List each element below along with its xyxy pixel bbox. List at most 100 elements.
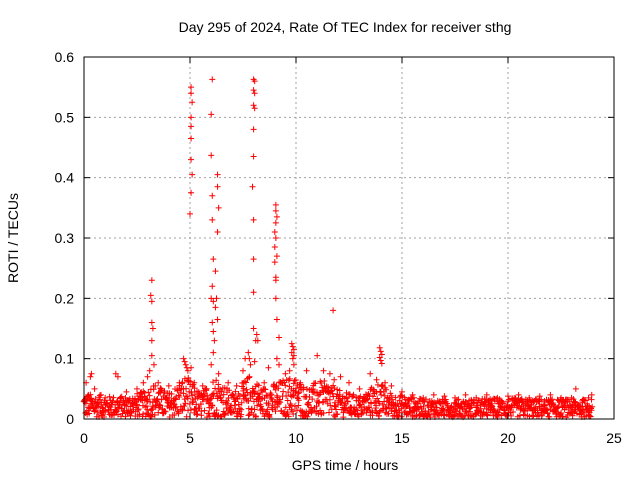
data-point-band — [334, 411, 341, 418]
data-point-band — [176, 394, 183, 401]
data-point-band — [290, 380, 297, 387]
data-point — [276, 361, 283, 368]
data-point-band — [538, 412, 545, 419]
data-layer — [80, 76, 596, 421]
data-point-band — [206, 410, 213, 417]
data-point — [250, 216, 257, 223]
data-point-band — [549, 396, 556, 403]
data-point-band — [134, 407, 141, 414]
data-point-band — [93, 404, 100, 411]
data-point-band — [144, 396, 151, 403]
data-point — [214, 183, 221, 190]
data-point — [409, 391, 416, 398]
data-point-band — [331, 385, 338, 392]
data-point — [494, 394, 501, 401]
data-point-band — [313, 403, 320, 410]
data-point-band — [588, 407, 595, 414]
data-point — [276, 334, 283, 341]
data-point-band — [344, 398, 351, 405]
data-point-band — [375, 413, 382, 420]
data-point-band — [91, 407, 98, 414]
data-point — [568, 394, 575, 401]
data-point — [209, 216, 216, 223]
data-point-band — [106, 393, 113, 400]
data-point-band — [293, 385, 300, 392]
data-point-band — [284, 397, 291, 404]
data-point — [558, 394, 564, 401]
data-point — [247, 361, 254, 368]
data-point-band — [417, 403, 424, 410]
data-point-band — [209, 391, 216, 398]
data-point-band — [217, 394, 224, 401]
data-point-band — [558, 410, 565, 417]
data-point-band — [348, 411, 355, 418]
data-point — [356, 385, 363, 392]
data-point-band — [206, 396, 213, 403]
data-point-band — [187, 378, 194, 385]
data-point — [148, 277, 155, 284]
data-point — [85, 391, 92, 398]
data-point-band — [252, 383, 259, 390]
data-point — [261, 379, 268, 386]
data-point-band — [320, 410, 327, 417]
data-point-band — [486, 397, 493, 404]
data-point — [123, 388, 130, 395]
data-point — [271, 244, 278, 251]
data-point — [373, 376, 380, 383]
data-point-band — [300, 384, 307, 391]
data-point-band — [373, 402, 380, 409]
data-point — [314, 352, 321, 359]
data-point-band — [312, 380, 319, 387]
data-point — [188, 84, 195, 91]
data-point-band — [376, 408, 383, 415]
data-point-band — [113, 408, 120, 415]
data-point — [188, 156, 195, 163]
data-point-band — [398, 392, 405, 399]
data-point — [114, 373, 121, 380]
data-point — [210, 349, 217, 356]
data-point — [473, 394, 480, 401]
data-point-band — [332, 399, 339, 406]
data-point — [420, 394, 427, 401]
data-point — [289, 343, 296, 350]
x-tick-label: 25 — [606, 430, 622, 446]
data-point-band — [364, 396, 371, 403]
data-point-band — [149, 405, 156, 412]
data-point-band — [290, 410, 297, 417]
data-point-band — [259, 407, 266, 414]
data-point-band — [420, 403, 427, 410]
data-point-band — [285, 389, 292, 396]
data-point-band — [128, 409, 135, 416]
data-point — [290, 352, 297, 359]
data-point — [208, 152, 215, 159]
data-point-band — [114, 411, 121, 418]
data-point-band — [484, 412, 491, 419]
data-point — [367, 370, 374, 377]
data-point-band — [158, 385, 165, 392]
data-point-band — [154, 395, 161, 402]
x-tick-label: 0 — [80, 430, 88, 446]
data-point-band — [251, 406, 258, 413]
data-point-band — [354, 411, 361, 418]
data-point-band — [179, 406, 186, 413]
data-point-band — [287, 400, 294, 407]
data-point-band — [392, 394, 399, 401]
data-point — [165, 382, 172, 389]
data-point-band — [184, 395, 191, 402]
data-point — [250, 102, 257, 109]
data-point — [210, 256, 217, 263]
data-point — [288, 340, 295, 347]
data-point-band — [554, 404, 561, 411]
data-point-band — [214, 413, 221, 420]
data-point-band — [188, 389, 195, 396]
data-point-band — [461, 403, 468, 410]
data-point-band — [230, 392, 237, 399]
data-point — [188, 114, 195, 121]
data-point-band — [221, 411, 228, 418]
data-point — [212, 304, 219, 311]
data-point — [225, 379, 232, 386]
data-point — [97, 391, 104, 398]
data-point — [251, 78, 258, 85]
data-point — [214, 228, 221, 235]
data-point-band — [168, 391, 175, 398]
